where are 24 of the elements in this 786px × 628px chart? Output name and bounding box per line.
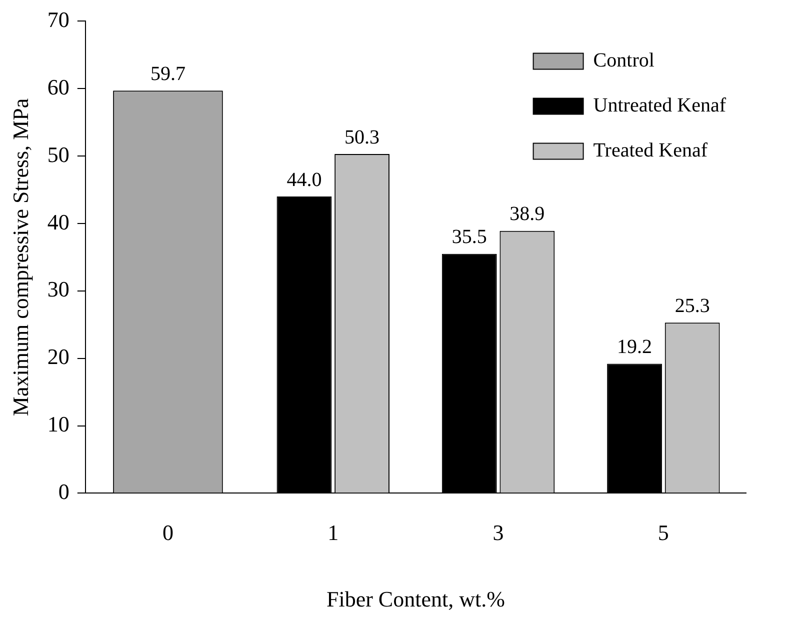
data-label: 59.7: [150, 62, 186, 85]
y-tick-label: 60: [47, 74, 70, 100]
legend-label: Untreated Kenaf: [593, 94, 726, 116]
data-label: 35.5: [452, 226, 487, 248]
y-tick-label: 70: [47, 6, 70, 32]
data-label: 44.0: [286, 168, 322, 191]
y-tick-label: 40: [47, 209, 70, 234]
y-tick-label: 0: [58, 478, 70, 504]
y-tick-label: 50: [47, 142, 70, 167]
x-tick-label: 5: [658, 520, 669, 546]
x-tick-label: 1: [328, 520, 339, 546]
x-axis-title: Fiber Content, wt.%: [326, 586, 505, 612]
y-axis-title: Maximum compressive Stress, MPa: [8, 98, 33, 416]
data-label: 50.3: [344, 126, 380, 148]
legend-label: Treated Kenaf: [593, 139, 708, 162]
y-tick-label: 20: [47, 344, 70, 370]
data-label: 25.3: [674, 294, 710, 317]
x-tick-label: 3: [492, 520, 504, 546]
legend-label: Control: [593, 49, 655, 72]
data-label: 38.9: [510, 203, 545, 226]
y-tick-label: 10: [47, 412, 70, 437]
x-tick-label: 0: [162, 520, 174, 546]
data-label: 19.2: [617, 336, 652, 358]
y-tick-label: 30: [47, 276, 70, 302]
